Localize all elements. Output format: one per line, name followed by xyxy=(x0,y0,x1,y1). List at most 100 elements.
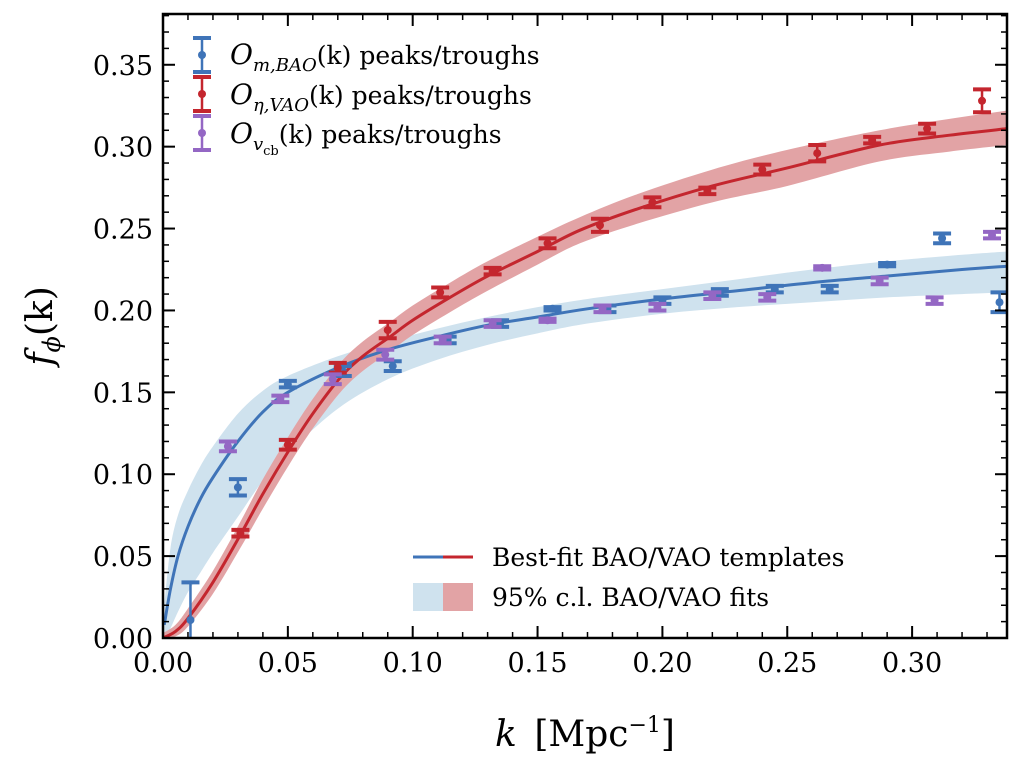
data-point-marker xyxy=(223,442,232,451)
y-tick-label: 0.30 xyxy=(93,133,153,164)
data-point-marker xyxy=(198,129,206,137)
data-point-marker xyxy=(978,96,987,105)
best-fit-line-vao xyxy=(163,127,1007,638)
legend-entry-confidence: 95% c.l. BAO/VAO fits xyxy=(492,583,769,612)
data-point-vcb xyxy=(648,301,667,313)
data-point-vcb xyxy=(983,229,1002,241)
data-point-vcb xyxy=(376,347,395,362)
data-point-marker xyxy=(770,285,779,294)
data-point-marker xyxy=(388,362,397,371)
data-point-marker xyxy=(938,234,947,243)
data-point-vcb xyxy=(218,439,237,454)
plot-frame xyxy=(161,12,1009,640)
data-point-vao xyxy=(808,143,827,164)
data-points xyxy=(181,87,1007,638)
data-point-marker xyxy=(436,288,445,297)
data-point-marker xyxy=(703,186,712,195)
data-point-marker xyxy=(186,615,195,624)
data-point-vcb xyxy=(483,318,502,329)
legend-entry-vcb: Ovcb(k) peaks/troughs xyxy=(230,117,502,159)
data-point-marker xyxy=(381,350,390,359)
legend-band-vao xyxy=(443,583,473,611)
x-tick-label: 0.10 xyxy=(383,648,443,679)
data-point-marker xyxy=(653,303,662,312)
data-point-marker xyxy=(868,136,877,145)
data-point-marker xyxy=(283,380,292,389)
data-point-marker xyxy=(930,296,939,305)
x-tick-label: 0.05 xyxy=(258,648,318,679)
data-point-marker xyxy=(923,124,932,133)
data-point-vao xyxy=(483,265,502,277)
data-point-vao xyxy=(918,121,937,136)
data-point-vcb xyxy=(593,303,612,315)
legend-marker-vao xyxy=(193,75,211,113)
x-axis-label: k [Mpc−1] xyxy=(495,713,675,755)
data-point-marker xyxy=(598,304,607,313)
legend-entry-bao: Om,BAO(k) peaks/troughs xyxy=(230,38,540,76)
data-point-marker xyxy=(875,276,884,285)
data-point-marker xyxy=(198,90,206,98)
data-point-bao xyxy=(181,580,200,638)
y-tick-label: 0.35 xyxy=(93,51,153,82)
data-point-marker xyxy=(198,51,206,59)
data-point-vcb xyxy=(758,292,777,303)
data-point-vao xyxy=(378,319,397,341)
data-point-vao xyxy=(278,437,297,452)
legend-bottom-right: Best-fit BAO/VAO templates 95% c.l. BAO/… xyxy=(413,543,844,612)
data-point-marker xyxy=(438,335,447,344)
y-tick-label: 0.15 xyxy=(93,378,153,409)
x-tick-label: 0.15 xyxy=(507,648,567,679)
legend-marker-bao xyxy=(193,36,211,74)
best-fit-lines xyxy=(163,127,1007,638)
data-point-vao xyxy=(863,134,882,146)
legend-top-left: Om,BAO(k) peaks/troughs Oη,VAO(k) peaks/… xyxy=(193,36,540,159)
data-point-vcb xyxy=(813,263,832,272)
data-point-marker xyxy=(813,149,822,158)
data-point-marker xyxy=(328,375,337,384)
y-tick-label: 0.20 xyxy=(93,296,153,327)
legend-marker-vcb xyxy=(193,114,211,152)
x-tick-label: 0.30 xyxy=(882,648,942,679)
data-point-marker xyxy=(543,316,552,325)
y-tick-label: 0.00 xyxy=(93,624,153,655)
data-point-vao xyxy=(590,216,609,234)
data-point-marker xyxy=(648,198,657,207)
data-point-vcb xyxy=(538,316,557,325)
data-point-marker xyxy=(758,165,767,174)
y-tick-label: 0.25 xyxy=(93,215,153,246)
data-point-vcb xyxy=(703,290,722,301)
data-point-marker xyxy=(825,285,834,294)
data-point-bao xyxy=(990,290,1007,315)
data-point-bao xyxy=(543,304,562,313)
data-point-marker xyxy=(383,326,392,335)
data-point-vao xyxy=(698,185,717,197)
legend-band-bao xyxy=(413,583,443,611)
data-point-marker xyxy=(276,394,285,403)
best-fit-line-bao xyxy=(163,264,1007,626)
x-tick-label: 0.00 xyxy=(133,648,193,679)
data-point-marker xyxy=(236,529,245,538)
data-point-bao xyxy=(878,260,897,269)
data-point-marker xyxy=(548,304,557,313)
data-point-vao xyxy=(643,195,662,210)
data-point-bao xyxy=(228,477,247,498)
data-point-marker xyxy=(488,319,497,328)
data-point-marker xyxy=(995,298,1004,307)
data-point-bao xyxy=(933,231,952,246)
data-point-vcb xyxy=(271,393,290,405)
data-point-marker xyxy=(543,239,552,248)
y-axis-label: fϕ(k) xyxy=(20,286,66,369)
data-point-marker xyxy=(988,231,997,240)
legend-entry-vao: Oη,VAO(k) peaks/troughs xyxy=(230,78,532,116)
legend-entry-best-fit: Best-fit BAO/VAO templates xyxy=(492,543,844,572)
data-point-marker xyxy=(488,267,497,276)
data-point-vao xyxy=(431,285,450,300)
data-point-vao xyxy=(538,236,557,251)
data-point-marker xyxy=(595,221,604,230)
x-tick-label: 0.20 xyxy=(632,648,692,679)
data-point-vcb xyxy=(433,334,452,346)
y-tick-label: 0.10 xyxy=(93,460,153,491)
data-point-vao xyxy=(973,87,992,115)
data-point-marker xyxy=(283,440,292,449)
